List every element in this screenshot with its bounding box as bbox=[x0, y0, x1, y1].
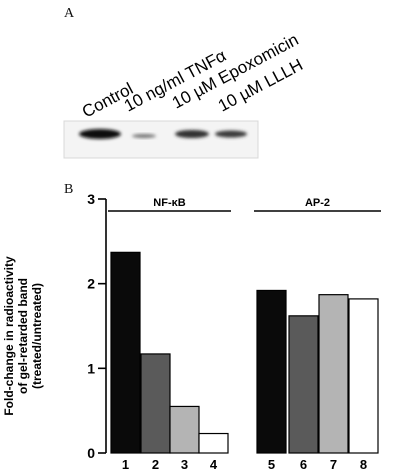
bar-2 bbox=[140, 353, 171, 454]
category-label-2: 2 bbox=[152, 457, 159, 472]
category-label-7: 7 bbox=[330, 457, 337, 472]
bar-5 bbox=[256, 289, 287, 454]
y-axis-label-line-3: (treated/untreated) bbox=[30, 283, 44, 389]
category-label-3: 3 bbox=[181, 457, 188, 472]
y-tick-label-3: 3 bbox=[87, 191, 95, 207]
gel-blot bbox=[63, 120, 259, 159]
y-tick-label-0: 0 bbox=[87, 445, 95, 461]
group-label-2: AP-2 bbox=[305, 197, 330, 209]
gel-border bbox=[63, 120, 259, 159]
gel-band-tnf bbox=[132, 134, 156, 138]
panel-b-letter: B bbox=[64, 182, 73, 197]
bar-3 bbox=[169, 405, 200, 454]
gel-band-control bbox=[79, 129, 121, 139]
category-label-5: 5 bbox=[268, 457, 275, 472]
bar-7 bbox=[318, 294, 349, 454]
category-label-4: 4 bbox=[210, 457, 218, 472]
y-axis-label-line-2: of gel-retarded band bbox=[16, 278, 30, 394]
bar-1 bbox=[110, 251, 141, 454]
category-label-1: 1 bbox=[122, 457, 129, 472]
y-tick-label-2: 2 bbox=[87, 276, 95, 292]
panel-a-letter: A bbox=[64, 6, 75, 21]
gel-background bbox=[64, 121, 258, 158]
gel-band-epoxomicin bbox=[175, 130, 209, 138]
category-label-6: 6 bbox=[300, 457, 307, 472]
bar-chart: 0 1 2 3 1 2 3 4 5 6 7 8 NF-κB AP-2 bbox=[87, 191, 381, 472]
bar-4 bbox=[198, 432, 229, 454]
bar-6 bbox=[288, 315, 319, 454]
gel-band-lllh bbox=[215, 130, 247, 138]
category-label-8: 8 bbox=[360, 457, 367, 472]
y-tick-label-1: 1 bbox=[87, 360, 95, 376]
y-axis-label-line-1: Fold-change in radioactivity bbox=[2, 256, 16, 416]
group-label-1: NF-κB bbox=[153, 197, 185, 209]
bar-8 bbox=[348, 298, 379, 454]
